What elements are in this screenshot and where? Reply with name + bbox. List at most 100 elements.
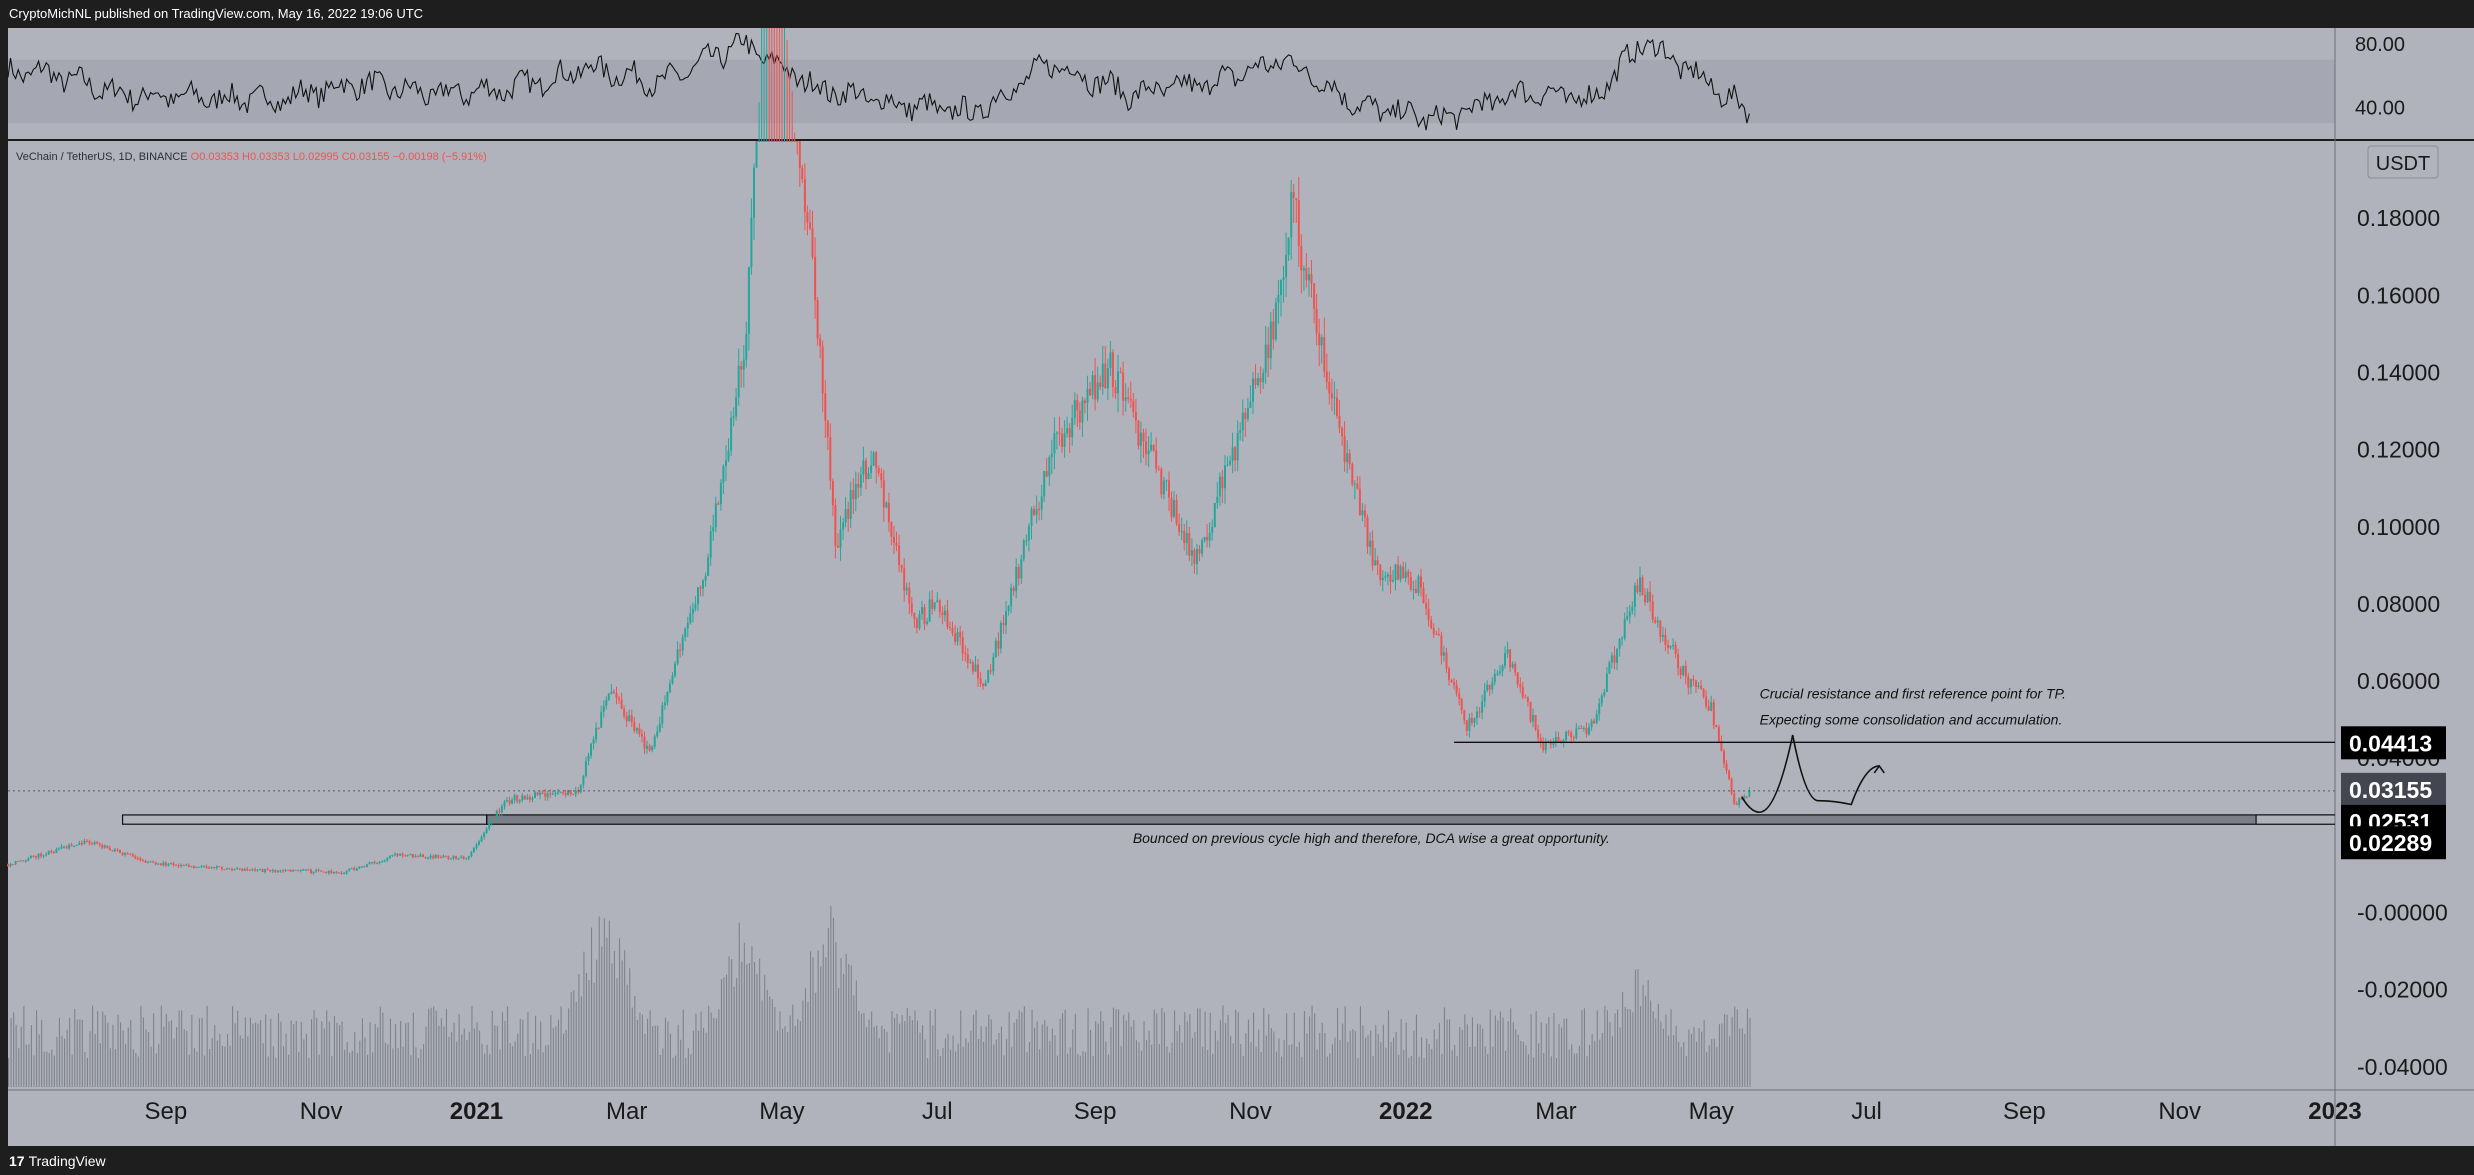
candle-body	[936, 600, 939, 603]
candle-body	[554, 793, 557, 795]
candle-body	[40, 853, 43, 857]
candle-body	[1124, 397, 1127, 401]
volume-bar	[1253, 1012, 1255, 1087]
candle-body	[500, 806, 503, 813]
candle-body	[1514, 663, 1517, 673]
chart-canvas[interactable]: 80.00 40.00 0.18000 0.16000 0.14000 0.12000 0.…	[0, 28, 2474, 1146]
candle-body	[905, 587, 908, 591]
volume-bar	[947, 1033, 949, 1087]
candle-body	[1241, 412, 1244, 431]
volume-bar	[853, 995, 855, 1087]
volume-bar	[1143, 1021, 1145, 1087]
candle-body	[1170, 497, 1173, 517]
volume-bar	[48, 1053, 50, 1087]
volume-bar	[761, 1000, 763, 1087]
candle-body	[452, 856, 455, 859]
volume-bar	[224, 1046, 226, 1087]
candle-body	[1012, 587, 1015, 592]
volume-bar	[209, 1049, 211, 1087]
candle-body	[381, 860, 384, 862]
candle-body	[1091, 375, 1094, 396]
candle-body	[386, 857, 389, 861]
volume-bar	[1095, 1021, 1097, 1087]
volume-bar	[160, 1005, 162, 1087]
candle-body	[363, 866, 366, 868]
volume-bar	[257, 1023, 259, 1087]
volume-bar	[1118, 1009, 1120, 1087]
candle-body	[1605, 673, 1608, 692]
candle-body	[1099, 382, 1102, 387]
volume-bar	[1543, 1052, 1545, 1087]
candle-body	[195, 866, 198, 868]
volume-bar	[423, 1044, 425, 1087]
candle-body	[1432, 628, 1435, 634]
volume-bar	[395, 1024, 397, 1087]
candle-body	[1743, 796, 1746, 800]
volume-bar	[237, 1010, 239, 1087]
volume-bar	[298, 1051, 300, 1087]
volume-bar	[417, 1057, 419, 1087]
currency-button[interactable]: USDT	[2367, 145, 2439, 179]
candle-body	[238, 868, 241, 870]
volume-bar	[468, 1031, 470, 1087]
candle-body	[368, 862, 371, 865]
volume-bar	[1214, 1030, 1216, 1087]
volume-bar	[244, 1017, 246, 1087]
volume-bar	[1069, 1047, 1071, 1087]
candle-body	[1002, 623, 1005, 626]
time-tick-label: Sep	[1074, 1098, 1117, 1125]
volume-bar	[339, 1025, 341, 1087]
volume-bar	[333, 1016, 335, 1087]
volume-bar	[883, 1029, 885, 1087]
candle-body	[1338, 416, 1341, 428]
candle-body	[1397, 564, 1400, 580]
candle-body	[434, 855, 437, 859]
candle-body	[1549, 741, 1552, 745]
candle-body	[1575, 728, 1578, 738]
volume-bar	[25, 1044, 27, 1087]
volume-bar	[1568, 1049, 1570, 1087]
candle-body	[1481, 701, 1484, 713]
volume-bar	[1235, 1009, 1237, 1087]
volume-bar	[1492, 1046, 1494, 1087]
volume-bar	[260, 1020, 262, 1087]
candle-body	[457, 858, 460, 860]
candle-body	[1501, 665, 1504, 672]
volume-bar	[1405, 1022, 1407, 1087]
volume-bar	[479, 1030, 481, 1087]
volume-bar	[830, 906, 832, 1087]
volume-bar	[613, 951, 615, 1087]
candle-body	[108, 847, 111, 851]
candle-body	[340, 872, 343, 874]
volume-bar	[695, 1013, 697, 1087]
volume-bar	[311, 1019, 313, 1087]
volume-bar	[998, 1033, 1000, 1087]
volume-bar	[685, 1058, 687, 1087]
volume-bar	[1428, 1044, 1430, 1087]
time-tick-label: Jul	[1851, 1098, 1882, 1125]
candle-body	[681, 637, 684, 651]
tradingview-logo[interactable]: 17 TradingView	[9, 1153, 106, 1169]
volume-bar	[1309, 1016, 1311, 1087]
candle-body	[1483, 690, 1486, 702]
volume-bar	[641, 1014, 643, 1087]
volume-bar	[779, 1011, 781, 1087]
candle-body	[315, 869, 318, 872]
volume-bar	[1634, 969, 1636, 1087]
volume-bar	[1370, 1030, 1372, 1087]
candle-body	[1702, 688, 1705, 697]
volume-bar	[1245, 1033, 1247, 1087]
volume-bar	[1690, 1033, 1692, 1087]
volume-bar	[1398, 1054, 1400, 1087]
volume-bar	[1270, 1028, 1272, 1087]
candle-body	[228, 868, 231, 870]
volume-bar	[1102, 1021, 1104, 1087]
candle-body	[758, 141, 761, 142]
candle-body	[1035, 509, 1038, 515]
volume-bar	[443, 1026, 445, 1087]
volume-bar	[1619, 1027, 1621, 1087]
candle-body	[1445, 652, 1448, 669]
volume-bar	[557, 1019, 559, 1087]
candle-body	[73, 846, 76, 847]
candle-body	[600, 711, 603, 728]
